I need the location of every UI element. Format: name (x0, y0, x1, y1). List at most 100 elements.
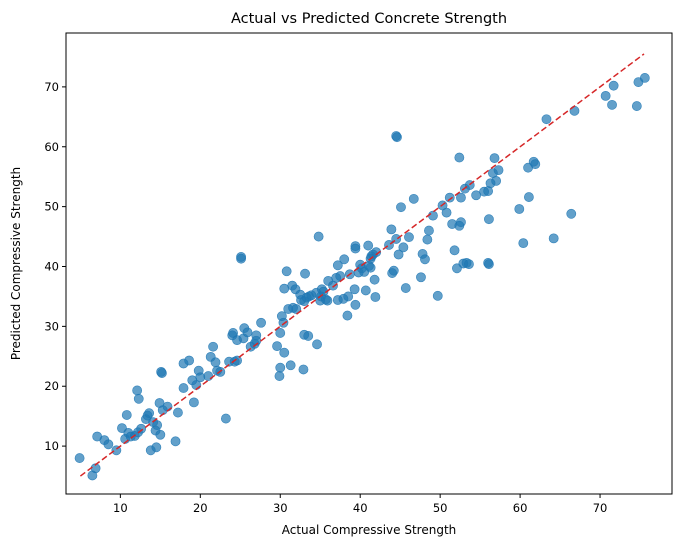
data-point (173, 407, 183, 418)
data-point (203, 371, 214, 381)
data-point (471, 190, 482, 201)
x-tick-label: 10 (113, 501, 128, 515)
reference-line (79, 53, 645, 477)
x-tick-label: 20 (193, 501, 208, 515)
data-point (386, 224, 397, 235)
data-point (195, 372, 206, 383)
data-point (279, 347, 290, 358)
data-point (484, 214, 494, 225)
data-point (400, 283, 411, 293)
data-point (251, 330, 262, 341)
data-point (371, 247, 382, 258)
data-point (600, 90, 611, 101)
data-point (281, 266, 292, 277)
data-point (121, 410, 132, 420)
data-point (274, 371, 285, 381)
data-point (157, 368, 167, 378)
y-tick-label: 10 (44, 439, 59, 453)
plot-frame (65, 32, 673, 495)
chart-title: Actual vs Predicted Concrete Strength (231, 11, 507, 27)
data-point (398, 242, 409, 253)
data-point (548, 233, 559, 244)
data-point (232, 355, 242, 366)
data-point (489, 153, 500, 164)
x-tick-label: 70 (593, 501, 608, 515)
data-point (332, 260, 343, 271)
data-point (342, 310, 353, 321)
data-point (363, 240, 374, 251)
data-point (360, 285, 371, 296)
data-point (170, 436, 181, 447)
data-point (456, 192, 466, 203)
x-tick-label: 60 (513, 501, 528, 515)
data-point (178, 383, 189, 393)
data-point (208, 341, 219, 352)
data-point (210, 357, 221, 368)
data-point (422, 234, 433, 245)
data-point (523, 192, 534, 202)
data-point (144, 408, 155, 419)
data-point (272, 341, 282, 352)
data-point (151, 442, 162, 453)
data-point (444, 192, 455, 203)
data-point (103, 439, 114, 450)
data-point (152, 420, 163, 431)
data-point (303, 331, 314, 341)
data-point (350, 299, 361, 310)
data-point (416, 272, 426, 283)
data-point (300, 268, 310, 279)
data-point (530, 159, 541, 170)
data-point (256, 317, 266, 328)
data-point (275, 362, 286, 373)
data-point (566, 208, 577, 219)
y-tick-label: 70 (44, 80, 59, 94)
data-point (388, 265, 399, 276)
data-point (541, 114, 552, 125)
data-point (408, 193, 419, 204)
data-point (454, 152, 465, 163)
data-point (278, 317, 289, 328)
data-points (74, 73, 650, 481)
data-point (456, 217, 466, 228)
data-point (133, 393, 144, 404)
data-point (343, 291, 354, 302)
data-point (639, 73, 650, 83)
data-point (313, 231, 324, 242)
x-tick-label: 40 (353, 501, 368, 515)
data-point (432, 290, 443, 301)
data-point (312, 339, 322, 350)
data-point (396, 202, 406, 213)
data-point (298, 364, 309, 375)
data-point (428, 210, 438, 221)
x-axis-label: Actual Compressive Strength (282, 523, 457, 537)
y-axis-ticks: 10 20 30 40 50 60 70 (44, 80, 66, 453)
data-point (464, 259, 474, 269)
data-point (392, 132, 402, 143)
data-point (236, 252, 246, 262)
data-point (607, 99, 617, 110)
data-point (189, 397, 199, 408)
data-point (275, 328, 286, 338)
data-point (518, 238, 529, 249)
data-point (349, 284, 360, 295)
data-point (449, 245, 460, 256)
data-point (339, 254, 350, 265)
data-point (136, 423, 147, 434)
y-tick-label: 50 (44, 200, 59, 214)
data-point (404, 232, 414, 243)
data-point (285, 360, 296, 371)
data-point (155, 429, 166, 440)
y-tick-label: 30 (44, 319, 59, 333)
x-tick-label: 30 (273, 501, 288, 515)
data-point (74, 453, 85, 463)
y-tick-label: 40 (44, 259, 59, 273)
data-point (132, 385, 143, 396)
data-point (220, 413, 231, 424)
data-point (322, 295, 333, 306)
y-axis-label: Predicted Compressive Strength (9, 167, 23, 360)
x-tick-label: 50 (433, 501, 448, 515)
data-point (631, 101, 642, 111)
data-point (350, 241, 361, 252)
data-point (242, 327, 253, 338)
